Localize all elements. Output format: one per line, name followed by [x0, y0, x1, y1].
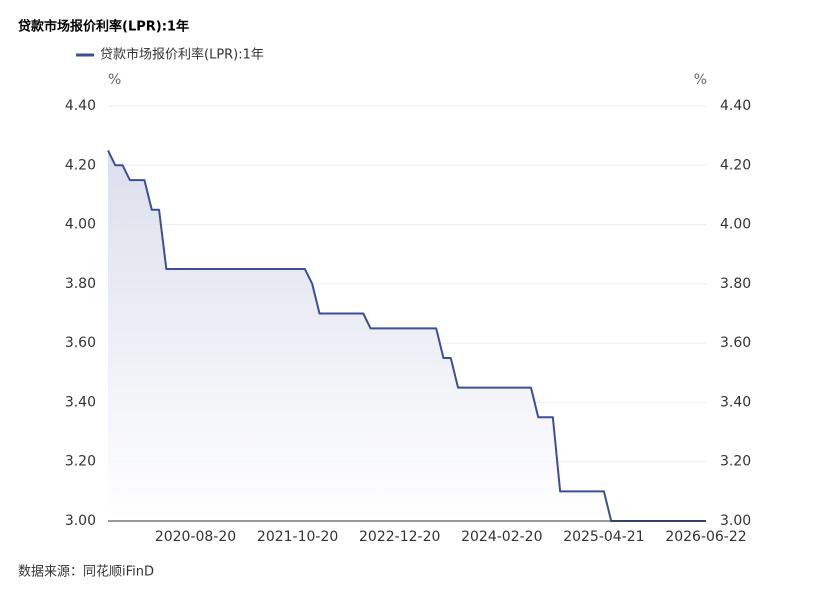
y2-tick-label: 4.20	[720, 157, 751, 173]
y-tick-label: 3.80	[65, 276, 96, 292]
y-tick-label: 3.00	[65, 513, 96, 529]
y2-tick-label: 3.80	[720, 276, 751, 292]
y2-tick-label: 3.60	[720, 335, 751, 351]
x-tick-label: 2020-08-20	[155, 529, 236, 545]
x-tick-label: 2025-04-21	[563, 529, 644, 545]
x-tick-label: 2021-10-20	[257, 529, 338, 545]
y2-tick-label: 4.00	[720, 217, 751, 233]
y2-tick-label: 3.00	[720, 513, 751, 529]
source: 数据来源：同花顺iFinD	[18, 564, 154, 580]
y-tick-label: 4.00	[65, 217, 96, 233]
x-tick-label: 2022-12-20	[359, 529, 440, 545]
y-tick-label: 3.20	[65, 454, 96, 470]
legend-label[interactable]: 贷款市场报价利率(LPR):1年	[100, 47, 264, 63]
y2-tick-label: 4.40	[720, 98, 751, 114]
y2-tick-label: 3.20	[720, 454, 751, 470]
y2-tick-label: 3.40	[720, 394, 751, 410]
y-unit: %	[108, 72, 121, 88]
y2-unit: %	[694, 72, 707, 88]
y-tick-label: 4.20	[65, 157, 96, 173]
y-tick-label: 3.60	[65, 335, 96, 351]
y-tick-label: 3.40	[65, 394, 96, 410]
x-tick-label: 2024-02-20	[461, 529, 542, 545]
area	[108, 150, 706, 521]
line	[107, 150, 706, 522]
y-tick-label: 4.40	[65, 98, 96, 114]
x-tick-label: 2026-06-22	[665, 529, 746, 545]
chart-title: 贷款市场报价利率(LPR):1年	[18, 19, 189, 35]
